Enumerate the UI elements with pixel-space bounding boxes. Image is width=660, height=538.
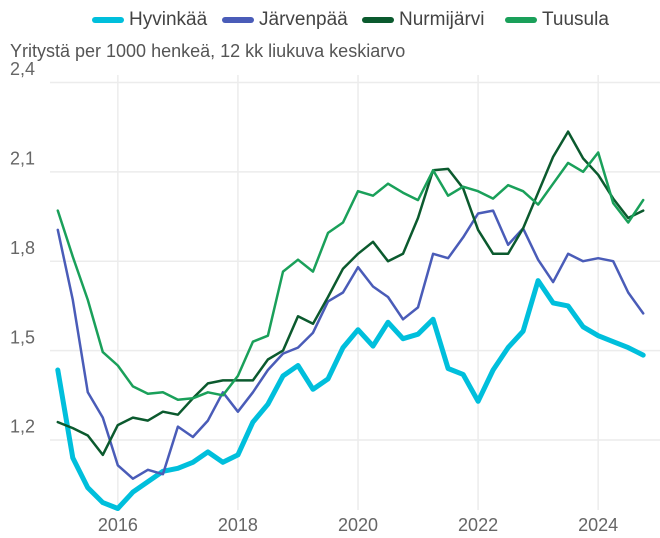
y-tick-label: 2,1 — [10, 149, 35, 169]
series-line — [56, 130, 645, 457]
y-tick-label: 1,2 — [10, 417, 35, 437]
series-line — [56, 151, 645, 402]
x-tick-label: 2018 — [218, 515, 258, 535]
legend-label: Hyvinkää — [129, 9, 208, 30]
series-line — [56, 209, 645, 480]
y-tick-label: 2,4 — [10, 59, 35, 79]
x-tick-label: 2020 — [338, 515, 378, 535]
x-tick-label: 2024 — [578, 515, 618, 535]
series-line — [55, 278, 646, 511]
x-tick-label: 2016 — [98, 515, 138, 535]
legend-label: Järvenpää — [259, 9, 348, 30]
y-tick-label: 1,8 — [10, 238, 35, 258]
legend-label: Nurmijärvi — [399, 9, 485, 30]
legend-label: Tuusula — [542, 9, 609, 30]
y-tick-label: 1,5 — [10, 327, 35, 347]
chart-subtitle: Yritystä per 1000 henkeä, 12 kk liukuva … — [10, 41, 405, 61]
x-tick-label: 2022 — [458, 515, 498, 535]
